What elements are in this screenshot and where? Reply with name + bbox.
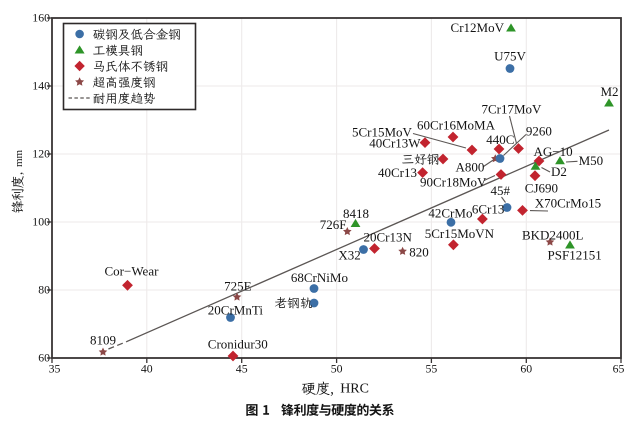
svg-text:60: 60	[38, 351, 50, 365]
svg-text:U75V: U75V	[494, 49, 526, 64]
svg-text:Cronidur30: Cronidur30	[208, 337, 268, 352]
svg-text:M50: M50	[579, 153, 604, 168]
svg-text:725E: 725E	[224, 279, 252, 294]
svg-text:50: 50	[331, 361, 343, 375]
svg-text:100: 100	[32, 215, 50, 229]
svg-text:8109: 8109	[90, 333, 116, 348]
svg-text:Cor−Wear: Cor−Wear	[105, 264, 160, 279]
svg-text:65: 65	[613, 361, 625, 375]
svg-text:AG−10: AG−10	[534, 144, 573, 159]
svg-text:140: 140	[32, 79, 50, 93]
svg-text:80: 80	[38, 283, 50, 297]
svg-text:CJ690: CJ690	[525, 181, 558, 196]
svg-text:45: 45	[236, 361, 248, 375]
svg-text:90Cr18MoV: 90Cr18MoV	[420, 175, 487, 190]
svg-text:5Cr15MoVN: 5Cr15MoVN	[425, 226, 495, 241]
svg-text:120: 120	[32, 147, 50, 161]
svg-text:Cr12MoV: Cr12MoV	[451, 20, 505, 35]
svg-text:60: 60	[520, 361, 532, 375]
svg-text:BKD2400L: BKD2400L	[522, 228, 583, 243]
svg-text:M2: M2	[600, 84, 618, 99]
svg-text:726F: 726F	[320, 217, 347, 232]
svg-text:D2: D2	[551, 164, 567, 179]
svg-text:8418: 8418	[343, 206, 369, 221]
svg-text:20Cr13N: 20Cr13N	[364, 230, 413, 245]
svg-text:35: 35	[49, 361, 61, 375]
svg-text:7Cr17MoV: 7Cr17MoV	[482, 102, 543, 117]
svg-text:40Cr13: 40Cr13	[378, 165, 417, 180]
svg-text:40Cr13W: 40Cr13W	[369, 136, 421, 151]
svg-text:440C: 440C	[486, 132, 514, 147]
svg-text:40: 40	[141, 361, 153, 375]
svg-text:HRC: HRC	[340, 382, 369, 397]
svg-text:5Cr15MoV: 5Cr15MoV	[352, 125, 413, 140]
svg-text:55: 55	[426, 361, 438, 375]
svg-text:A800: A800	[456, 160, 485, 175]
svg-text:9260: 9260	[526, 124, 552, 139]
svg-text:160: 160	[32, 11, 50, 25]
svg-text:68CrNiMo: 68CrNiMo	[291, 270, 348, 285]
svg-text:6Cr13: 6Cr13	[472, 202, 505, 217]
svg-text:45#: 45#	[491, 183, 511, 198]
svg-text:,: ,	[330, 381, 334, 397]
svg-text:820: 820	[409, 244, 429, 259]
svg-text:60Cr16MoMA: 60Cr16MoMA	[417, 118, 496, 133]
svg-text:,: ,	[10, 172, 25, 175]
svg-text:X70CrMo15: X70CrMo15	[535, 196, 601, 211]
svg-text:mm: mm	[13, 149, 25, 167]
svg-text:PSF12151: PSF12151	[548, 248, 602, 263]
svg-text:42CrMo: 42CrMo	[428, 206, 472, 221]
svg-text:20CrMnTi: 20CrMnTi	[208, 303, 264, 318]
svg-text:X32: X32	[338, 248, 360, 263]
